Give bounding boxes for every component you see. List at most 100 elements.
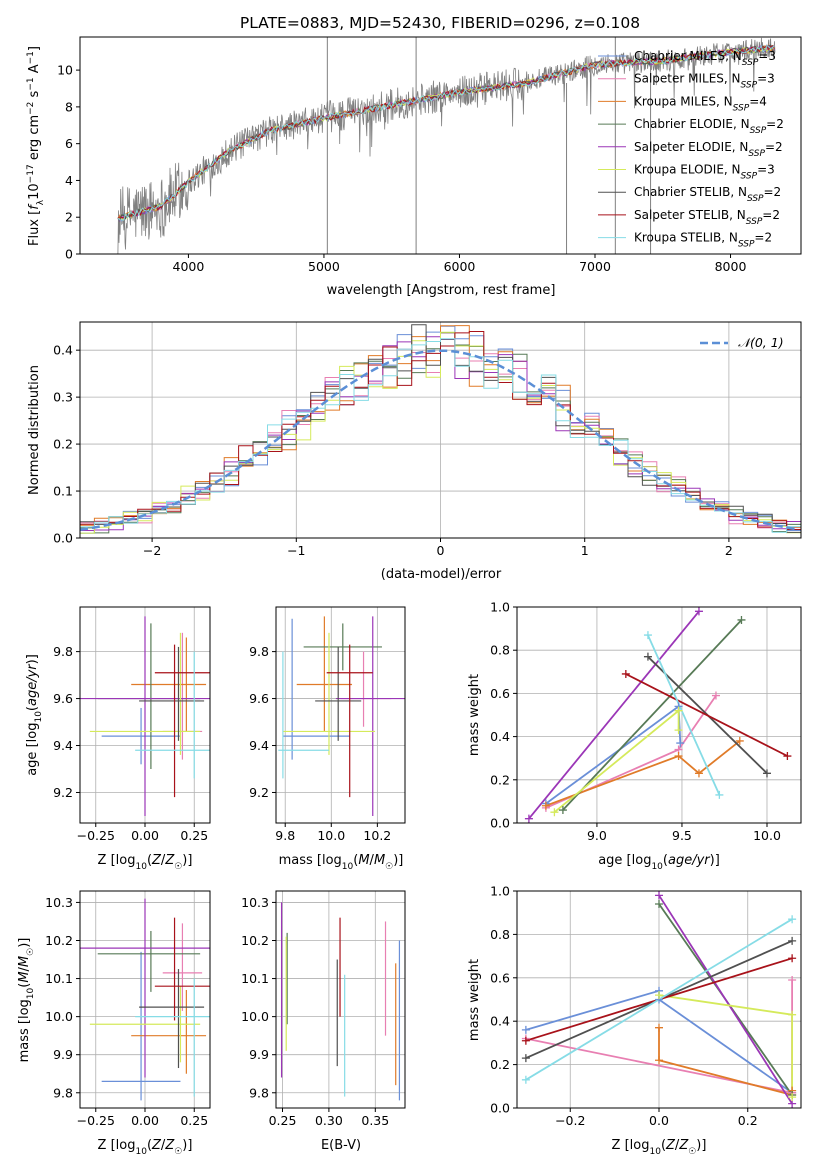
y-tick-label: 10.3 [241, 895, 269, 910]
axes-frame [79, 36, 802, 255]
normal-curve [80, 349, 799, 532]
y-tick-label: 4 [65, 173, 73, 188]
axes-frame [275, 606, 406, 824]
plot-area [80, 898, 210, 1101]
weight-marker [694, 607, 703, 616]
axes-frame [516, 606, 802, 824]
y-tick-label: 0.6 [490, 970, 510, 985]
weight-line [528, 610, 700, 820]
x-tick-label: 0.25 [180, 828, 208, 843]
x-tick-label: 6000 [444, 259, 476, 274]
weight-marker [788, 1093, 797, 1102]
y-tick-label: 0.2 [490, 1057, 510, 1072]
axis-label: age [log10(age/yr)] [598, 853, 720, 872]
weight-marker [676, 739, 685, 748]
x-axis-label: Z [log10(Z/Z☉)] [98, 853, 193, 872]
weight-marker [643, 631, 652, 640]
y-tick-label: 0.3 [53, 390, 73, 405]
weight-marker [521, 1036, 530, 1045]
y-tick-label: 10 [57, 63, 73, 78]
x-tick-label: 0 [437, 543, 445, 558]
y-tick-label: 10.3 [45, 895, 73, 910]
x-tick-label: 0.25 [180, 1113, 208, 1128]
weight-marker [655, 900, 663, 909]
x-tick-label: −0.25 [77, 1113, 115, 1128]
weight-marker [674, 726, 683, 735]
panel-age-Z: −0.25 0.00 0.25 9.2 9.4 9.6 9.8 Z [log10(Z/Z☉)]… [25, 606, 211, 872]
y-axis-label: mass weight [467, 674, 482, 756]
figure-title: PLATE=0883, MJD=52430, FIBERID=0296, z=0… [240, 14, 640, 32]
panel-mass-EBV: 0.25 0.30 0.35 9.8 9.9 10.0 10.1 10.2 10.3 E(B-V) [241, 890, 406, 1153]
weight-marker [788, 1010, 797, 1019]
legend-label: Kroupa MILES, NSSP=4 [634, 94, 767, 113]
y-tick-label: 0.8 [490, 643, 510, 658]
y-tick-label: 9.4 [249, 738, 269, 753]
y-tick-label: 2 [65, 210, 73, 225]
legend-label: Kroupa ELODIE, NSSP=3 [634, 163, 775, 182]
legend-label: Salpeter STELIB, NSSP=2 [634, 208, 780, 227]
x-tick-label: 0.30 [315, 1113, 343, 1128]
y-tick-label: 10.0 [241, 1009, 269, 1024]
weight-marker [621, 669, 630, 678]
weight-marker [643, 652, 652, 661]
y-tick-label: 10.1 [241, 971, 269, 986]
y-tick-label: 10.2 [241, 933, 269, 948]
y-tick-label: 0.8 [490, 927, 510, 942]
weight-marker [655, 1023, 663, 1032]
x-tick-label: 0.25 [269, 1113, 297, 1128]
x-axis-label: E(B-V) [321, 1138, 361, 1153]
x-tick-label: 0.0 [649, 1113, 669, 1128]
weight-line [647, 634, 721, 796]
weight-marker [550, 808, 559, 817]
weight-marker [711, 691, 720, 700]
x-tick-label: 1 [581, 543, 589, 558]
weight-line [562, 619, 743, 811]
weight-marker [694, 769, 703, 778]
legend-label: Chabrier STELIB, NSSP=2 [634, 185, 781, 204]
y-tick-label: 0.1 [53, 484, 73, 499]
weight-marker [655, 891, 663, 900]
weight-marker [655, 991, 663, 1000]
x-tick-label: 0.35 [361, 1113, 389, 1128]
weight-line [545, 740, 741, 807]
panel-mass-Z: −0.25 0.00 0.25 9.8 9.9 10.0 10.1 10.2 10.3 Z [lo… [17, 890, 211, 1157]
y-tick-label: 9.9 [249, 1047, 269, 1062]
weight-marker [788, 915, 797, 924]
plot-area [80, 616, 210, 816]
weight-marker [783, 752, 792, 761]
weight-marker [762, 769, 771, 778]
x-tick-label: 9.5 [672, 828, 692, 843]
y-tick-label: 9.8 [53, 1085, 73, 1100]
y-tick-label: 9.9 [53, 1047, 73, 1062]
weight-line [625, 673, 788, 757]
y-tick-label: 10.2 [45, 933, 73, 948]
x-tick-label: 8000 [715, 259, 747, 274]
y-axis-label: Normed distribution [27, 365, 42, 495]
y-tick-label: 0.0 [490, 816, 510, 831]
y-tick-label: 0.4 [53, 343, 73, 358]
y-axis-label: mass weight [467, 959, 482, 1041]
plot-area [80, 324, 801, 534]
x-tick-label: −2 [143, 543, 161, 558]
y-tick-label: 9.8 [249, 1085, 269, 1100]
x-tick-label: 2 [725, 543, 733, 558]
weight-marker [674, 752, 683, 761]
x-tick-label: 10.0 [317, 828, 345, 843]
y-tick-label: 9.6 [249, 691, 269, 706]
x-axis-label: Z [log10(Z/Z☉)] [98, 1138, 193, 1157]
y-axis-label: Flux [fλ10−17 erg cm−2 s−1 A−1] [26, 46, 46, 246]
x-tick-label: −1 [287, 543, 305, 558]
x-tick-label: 0.00 [131, 828, 159, 843]
x-tick-label: 0.2 [738, 1113, 758, 1128]
y-tick-label: 0.2 [490, 772, 510, 787]
panel-spectrum: 4000 5000 6000 7000 8000 0 2 4 6 8 10 Chabrier MILE… [26, 36, 802, 298]
y-tick-label: 9.8 [53, 644, 73, 659]
x-axis-label: wavelength [Angstrom, rest frame] [327, 283, 556, 298]
weight-marker [788, 936, 797, 945]
residual-histogram [80, 338, 801, 533]
axes-frame [275, 890, 406, 1109]
weight-marker [521, 1054, 530, 1063]
y-axis-label: mass [log10(M/M☉)] [17, 938, 36, 1063]
x-axis-label: (data-model)/error [381, 567, 502, 582]
legend-label: Salpeter MILES, NSSP=3 [634, 72, 775, 91]
